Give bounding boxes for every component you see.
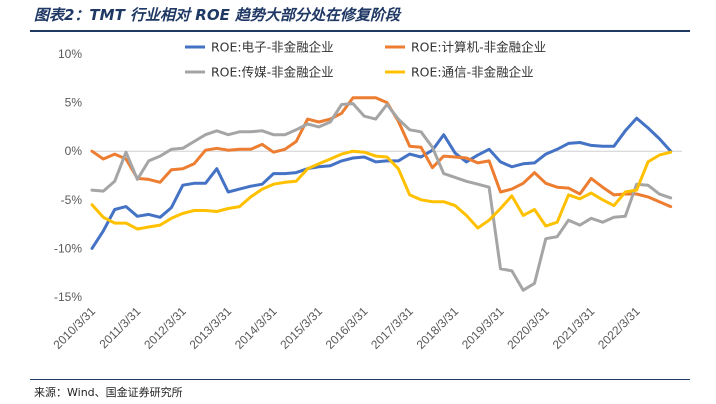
x-tick-label: 2019/3/31 <box>459 304 507 352</box>
legend-label-4: ROE:通信-非金融企业 <box>411 65 534 80</box>
x-tick-label: 2011/3/31 <box>96 304 143 351</box>
x-tick-label: 2014/3/31 <box>232 304 280 352</box>
source-divider <box>30 379 690 380</box>
title-divider <box>30 30 690 32</box>
y-tick-label: 10% <box>58 47 82 61</box>
x-tick-label: 2018/3/31 <box>414 304 462 352</box>
y-tick-label: 5% <box>65 96 83 110</box>
y-tick-label: -5% <box>61 193 83 207</box>
y-axis: 10% 5% 0% -5% -10% -15% <box>54 47 82 304</box>
x-tick-label: 2017/3/31 <box>368 304 416 352</box>
y-tick-label: 0% <box>65 144 83 158</box>
x-axis: 2010/3/312011/3/312012/3/312013/3/312014… <box>50 304 642 352</box>
series-line-3 <box>90 102 673 292</box>
figure-title: 图表2：TMT 行业相对 ROE 趋势大部分处在修复阶段 <box>34 6 401 24</box>
series-line-2 <box>90 96 673 209</box>
x-tick-label: 2015/3/31 <box>277 304 325 352</box>
x-tick-label: 2016/3/31 <box>323 304 371 352</box>
legend-label-3: ROE:传媒-非金融企业 <box>211 65 334 80</box>
y-tick-label: -10% <box>54 241 82 255</box>
y-tick-label: -15% <box>54 290 82 304</box>
x-tick-label: 2013/3/31 <box>187 304 235 352</box>
x-tick-label: 2010/3/31 <box>50 304 98 352</box>
legend-label-1: ROE:电子-非金融企业 <box>211 40 334 55</box>
series-line-1 <box>90 116 673 250</box>
x-tick-label: 2020/3/31 <box>504 304 552 352</box>
x-tick-label: 2022/3/31 <box>595 304 643 352</box>
legend-label-2: ROE:计算机-非金融企业 <box>411 40 546 55</box>
roe-line-chart: 10%5%0%-5%-10%-15% 2010/3/312011/3/31201… <box>50 40 682 352</box>
legend: ROE:电子-非金融企业 ROE:计算机-非金融企业 ROE:传媒-非金融企业 ROE… <box>185 40 546 80</box>
figure-source: 来源：Wind、国金证券研究所 <box>34 386 183 399</box>
x-tick-label: 2021/3/31 <box>550 304 598 352</box>
series-lines <box>90 96 673 292</box>
series-line-4 <box>90 149 673 231</box>
x-tick-label: 2012/3/31 <box>141 304 189 352</box>
